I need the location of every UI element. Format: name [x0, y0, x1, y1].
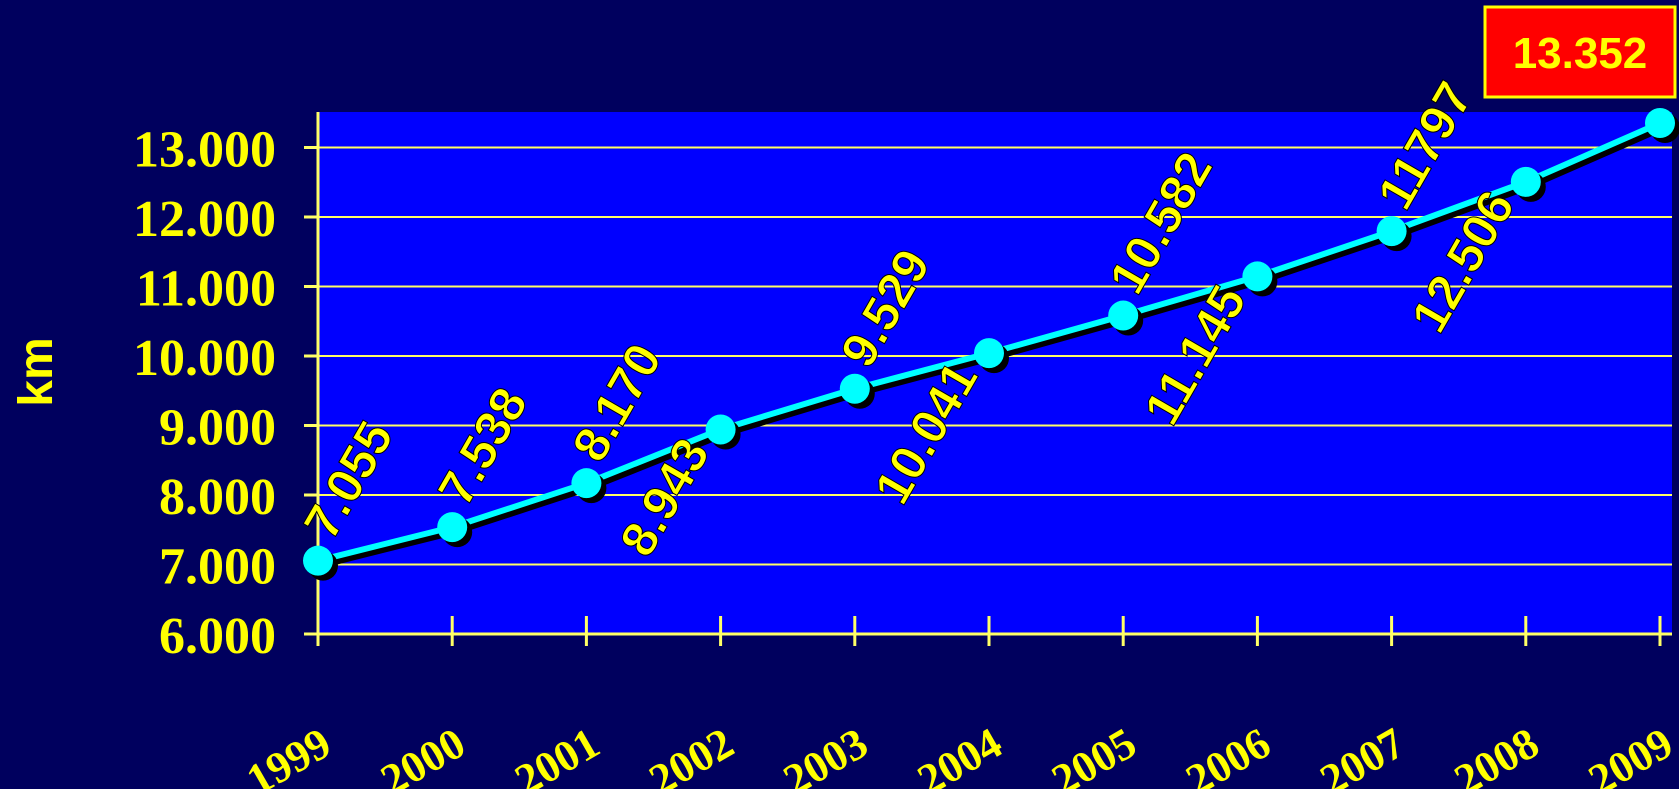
data-point [1242, 261, 1273, 292]
data-point [437, 512, 468, 543]
y-tick-label: 13.000 [133, 122, 276, 179]
callout-box [1483, 5, 1677, 99]
y-axis-label: km [10, 337, 63, 406]
y-tick-label: 8.000 [159, 469, 276, 526]
x-tick-label: 2001 [507, 718, 608, 789]
data-point [1645, 108, 1675, 139]
x-tick-labels: 1999 2000 2001 2002 2003 2004 2005 2006 2007 2008… [238, 718, 1679, 789]
x-tick-label: 1999 [238, 718, 339, 789]
highlight-callout: 13.352 [1483, 5, 1677, 99]
x-tick-label: 2009 [1580, 718, 1679, 789]
x-tick-label: 2008 [1446, 718, 1547, 789]
data-point [1510, 166, 1541, 197]
data-point [1376, 216, 1407, 247]
data-point [839, 373, 870, 404]
x-tick-label: 2006 [1178, 718, 1279, 789]
y-tick-label: 12.000 [133, 191, 276, 248]
x-tick-label: 2004 [909, 718, 1010, 789]
y-tick-label: 10.000 [133, 330, 276, 387]
x-tick-label: 2005 [1044, 718, 1145, 789]
data-point [571, 468, 602, 499]
y-tick-label: 9.000 [159, 400, 276, 457]
x-tick-label: 2007 [1312, 718, 1413, 789]
data-point [1108, 300, 1139, 331]
data-point [974, 338, 1004, 369]
data-markers [303, 108, 1679, 581]
x-tick-label: 2000 [373, 718, 474, 789]
y-tick-labels: 6.000 7.000 8.000 9.000 10.000 11.000 12.000 13… [133, 122, 276, 666]
data-point [303, 545, 333, 576]
callout-value: 13.352 [1513, 29, 1648, 78]
y-tick-label: 6.000 [159, 608, 276, 665]
x-tick-label: 2003 [775, 718, 876, 789]
y-tick-label: 11.000 [136, 261, 276, 318]
y-tick-label: 7.000 [159, 539, 276, 596]
x-tick-label: 2002 [641, 718, 742, 789]
data-point [705, 414, 736, 445]
